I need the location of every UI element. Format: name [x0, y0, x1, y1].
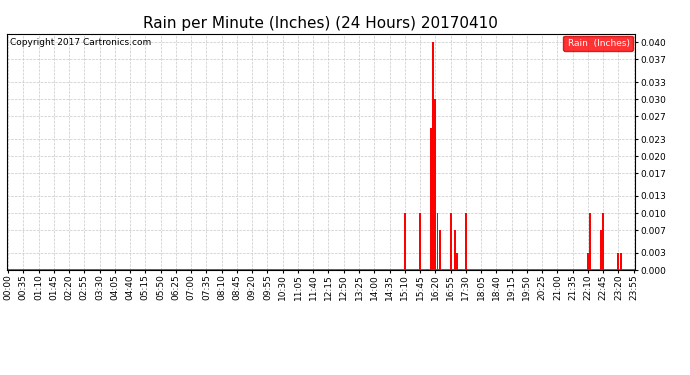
Bar	[432, 42, 434, 270]
Bar	[419, 213, 421, 270]
Bar	[620, 253, 622, 270]
Title: Rain per Minute (Inches) (24 Hours) 20170410: Rain per Minute (Inches) (24 Hours) 2017…	[144, 16, 498, 31]
Bar	[437, 213, 438, 270]
Bar	[465, 213, 467, 270]
Bar	[602, 213, 604, 270]
Bar	[450, 213, 451, 270]
Bar	[404, 213, 406, 270]
Bar	[589, 213, 591, 270]
Bar	[454, 230, 456, 270]
Bar	[600, 230, 602, 270]
Bar	[430, 128, 432, 270]
Bar	[587, 253, 589, 270]
Bar	[439, 230, 441, 270]
Text: Copyright 2017 Cartronics.com: Copyright 2017 Cartronics.com	[10, 39, 151, 48]
Legend: Rain  (Inches): Rain (Inches)	[563, 36, 633, 51]
Bar	[456, 253, 458, 270]
Bar	[618, 253, 620, 270]
Bar	[434, 99, 436, 270]
